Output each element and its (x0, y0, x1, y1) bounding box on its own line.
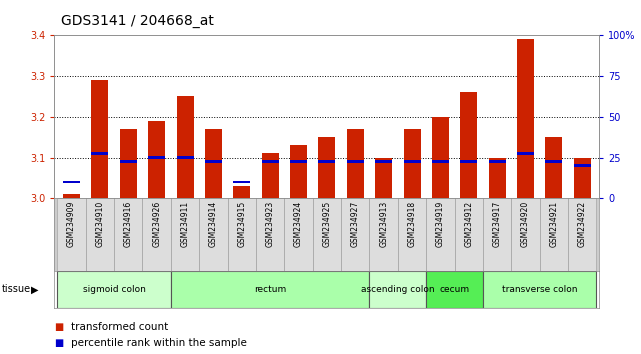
Text: ▶: ▶ (31, 284, 38, 295)
Text: rectum: rectum (254, 285, 287, 294)
Bar (347, 160, 364, 163)
Bar (545, 137, 562, 198)
Bar (92, 80, 108, 198)
Bar (540, 198, 568, 271)
Text: GSM234924: GSM234924 (294, 200, 303, 247)
Text: GSM234918: GSM234918 (408, 200, 417, 246)
Text: GSM234911: GSM234911 (181, 200, 190, 246)
Bar (574, 164, 591, 167)
Text: transformed count: transformed count (71, 322, 168, 332)
Bar (290, 160, 307, 163)
Bar (120, 129, 137, 198)
Text: GDS3141 / 204668_at: GDS3141 / 204668_at (61, 14, 213, 28)
Bar (171, 271, 369, 308)
Bar (574, 158, 591, 198)
Bar (171, 198, 199, 271)
Text: GSM234925: GSM234925 (322, 200, 331, 247)
Text: GSM234913: GSM234913 (379, 200, 388, 247)
Bar (285, 198, 313, 271)
Bar (568, 198, 597, 271)
Bar (176, 97, 194, 198)
Text: cecum: cecum (440, 285, 470, 294)
Bar (375, 158, 392, 198)
Bar (262, 160, 279, 163)
Bar (426, 271, 483, 308)
Bar (545, 160, 562, 163)
Bar (86, 198, 114, 271)
Text: ■: ■ (54, 322, 63, 332)
Bar (488, 158, 506, 198)
Text: GSM234927: GSM234927 (351, 200, 360, 247)
Bar (199, 198, 228, 271)
Bar (460, 160, 478, 163)
Bar (205, 160, 222, 163)
Text: GSM234915: GSM234915 (237, 200, 246, 247)
Bar (319, 137, 335, 198)
Bar (114, 198, 142, 271)
Bar (63, 194, 80, 198)
Bar (57, 198, 86, 271)
Bar (369, 271, 426, 308)
Text: ■: ■ (54, 338, 63, 348)
Bar (63, 181, 80, 183)
Bar (228, 198, 256, 271)
Text: GSM234910: GSM234910 (96, 200, 104, 247)
Bar (92, 152, 108, 155)
Bar (313, 198, 341, 271)
Bar (404, 129, 420, 198)
Bar (398, 198, 426, 271)
Text: GSM234912: GSM234912 (464, 200, 473, 246)
Text: ascending colon: ascending colon (361, 285, 435, 294)
Bar (148, 156, 165, 159)
Bar (148, 121, 165, 198)
Text: GSM234909: GSM234909 (67, 200, 76, 247)
Bar (262, 154, 279, 198)
Text: GSM234922: GSM234922 (578, 200, 587, 246)
Text: GSM234919: GSM234919 (436, 200, 445, 247)
Bar (341, 198, 369, 271)
Text: GSM234920: GSM234920 (521, 200, 530, 247)
Bar (460, 92, 478, 198)
Bar (290, 145, 307, 198)
Bar (483, 198, 512, 271)
Bar (512, 198, 540, 271)
Bar (375, 160, 392, 163)
Text: tissue: tissue (1, 284, 30, 295)
Bar (319, 160, 335, 163)
Bar (404, 160, 420, 163)
Bar (233, 181, 250, 183)
Text: GSM234921: GSM234921 (549, 200, 558, 246)
Bar (488, 160, 506, 163)
Text: GSM234923: GSM234923 (265, 200, 274, 247)
Text: transverse colon: transverse colon (502, 285, 578, 294)
Text: GSM234926: GSM234926 (152, 200, 161, 247)
Bar (347, 129, 364, 198)
Bar (57, 271, 171, 308)
Bar (432, 117, 449, 198)
Bar (205, 129, 222, 198)
Text: percentile rank within the sample: percentile rank within the sample (71, 338, 246, 348)
Bar (454, 198, 483, 271)
Text: GSM234917: GSM234917 (493, 200, 502, 247)
Bar (517, 152, 534, 155)
Bar (176, 156, 194, 159)
Bar (233, 186, 250, 198)
Bar (432, 160, 449, 163)
Text: GSM234914: GSM234914 (209, 200, 218, 247)
Bar (426, 198, 454, 271)
Text: sigmoid colon: sigmoid colon (83, 285, 146, 294)
Bar (142, 198, 171, 271)
Bar (120, 160, 137, 163)
Bar (256, 198, 285, 271)
Bar (517, 40, 534, 198)
Bar (483, 271, 597, 308)
Bar (369, 198, 398, 271)
Text: GSM234916: GSM234916 (124, 200, 133, 247)
